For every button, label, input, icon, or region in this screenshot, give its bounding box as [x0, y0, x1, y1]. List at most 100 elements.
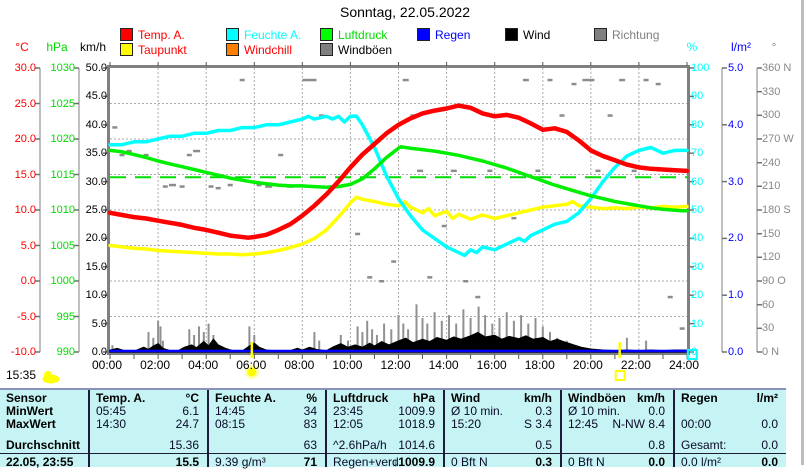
legend-swatch [505, 28, 518, 41]
table-cell-time: 12:45 [568, 417, 599, 431]
table-header-name: Feuchte A. [215, 391, 276, 405]
tick-°: 60 [762, 298, 775, 311]
tick-%: 20 [691, 289, 704, 302]
tick-°: 180 S [762, 204, 791, 216]
tick-hPa: 1010 [50, 204, 75, 216]
tick-°C: -5.0 [17, 310, 36, 323]
table-header-name: Temp. A. [96, 391, 146, 405]
tick-%: 80 [691, 118, 704, 131]
tick-hPa: 1000 [50, 275, 75, 287]
unit-label-kmh: km/h [79, 40, 107, 54]
legend-item-luftdruck: Luftdruck [320, 28, 388, 42]
tick-°: 120 [762, 251, 781, 264]
tick-%: 90 [691, 90, 704, 103]
legend-swatch [594, 28, 607, 41]
legend-swatch [226, 28, 239, 41]
tick-%: 50 [691, 204, 704, 216]
tick-°: 330 [762, 85, 781, 98]
table-header-sensor: Sensor [6, 391, 47, 405]
table-header-name: Wind [451, 391, 481, 405]
legend-label: Feuchte A. [244, 28, 302, 42]
table-cell-value: 0.0 [761, 438, 778, 452]
table-column-separator [673, 390, 675, 467]
time-tick-label: 02:00 [140, 358, 171, 372]
table-cell-time: 12:05 [333, 417, 364, 431]
table-cell-time: 08:15 [215, 417, 246, 431]
unit-label-degrees: ° [771, 40, 777, 54]
table-cell-time: 00:00 [681, 417, 712, 431]
time-tick-label: 00:00 [92, 358, 123, 372]
table-cell-time: ^2.6hPa/h [333, 438, 387, 452]
time-tick-label: 06:00 [236, 358, 267, 372]
tick-%: 0 [691, 346, 698, 358]
table-header-unit: % [306, 391, 317, 405]
legend-label: Temp. A. [138, 28, 185, 42]
table-header-unit: °C [185, 391, 199, 405]
table-header-unit: km/h [523, 391, 552, 405]
table-cell-value: 34 [303, 404, 317, 418]
legend-item-regen: Regen [417, 28, 471, 42]
table-cell-time: 23:45 [333, 404, 364, 418]
legend-swatch [120, 28, 133, 41]
tick-l/m²: 0.0 [728, 346, 744, 358]
tick-%: 100 [691, 62, 710, 74]
table-cell-value: 1014.6 [398, 438, 435, 452]
tick-°: 240 [762, 156, 781, 169]
tick-%: 30 [691, 260, 704, 273]
legend-swatch [226, 43, 239, 56]
table-cell-time: 14:30 [96, 417, 127, 431]
legend-label: Windböen [338, 43, 393, 57]
tick-km/h: 50.0 [85, 62, 107, 74]
tick-°C: 20.0 [14, 133, 36, 145]
tick-°: 360 N [762, 62, 792, 74]
time-tick-label: 04:00 [188, 358, 219, 372]
legend-item-richtung: Richtung [594, 28, 659, 42]
tick-°C: 10.0 [14, 204, 36, 216]
tick-hPa: 1030 [50, 62, 75, 74]
table-cell-value: 0.5 [535, 438, 552, 452]
table-cell-value: 1009.9 [398, 404, 435, 418]
table-header-unit: hPa [412, 391, 435, 405]
table-cell-value: 71 [303, 455, 317, 469]
tick-l/m²: 5.0 [728, 62, 744, 74]
table-column-separator [207, 390, 209, 467]
table-header-name: Regen [681, 391, 718, 405]
tick-km/h: 0.0 [91, 346, 107, 358]
time-tick-label: 10:00 [332, 358, 363, 372]
summary-table: Sensor Temp. A. °C Feuchte A.% Luftdruck hPa W… [0, 388, 786, 469]
tick-hPa: 1020 [50, 133, 75, 145]
tick-km/h: 35.0 [85, 147, 107, 160]
table-cell-value: 0.0 [648, 404, 665, 418]
table-column-separator [88, 390, 90, 467]
table-header-name: Luftdruck [333, 391, 389, 405]
legend-item-taupunkt: Taupunkt [120, 43, 187, 57]
tick-hPa: 1025 [50, 97, 75, 110]
time-tick-label: 22:00 [620, 358, 651, 372]
table-cell-time: 05:45 [96, 404, 127, 418]
legend-swatch [320, 28, 333, 41]
tick-°: 210 [762, 180, 781, 193]
legend-swatch [120, 43, 133, 56]
time-tick-label: 16:00 [476, 358, 507, 372]
legend-label: Regen [435, 28, 471, 42]
tick-%: 10 [691, 317, 704, 330]
time-tick-label: 18:00 [524, 358, 555, 372]
time-tick-label: 20:00 [572, 358, 603, 372]
table-cell-time: 15:20 [451, 417, 482, 431]
table-cell-value: ↓1009.9 [392, 455, 435, 469]
tick-%: 40 [691, 232, 704, 245]
table-cell-value: N-NW 8.4 [612, 417, 665, 431]
tick-°: 90 O [762, 275, 786, 287]
table-cell-value: S 3.4 [523, 417, 552, 431]
legend-label: Luftdruck [338, 28, 388, 42]
table-cell-time: Ø 10 min. [568, 404, 621, 418]
table-cell-value: 0.3 [535, 404, 552, 418]
unit-label-hpa: hPa [46, 40, 68, 54]
table-column-separator [560, 390, 562, 467]
legend-swatch [417, 28, 430, 41]
table-column-separator [443, 390, 445, 467]
tick-%: 60 [691, 175, 704, 188]
table-cell-value: 63 [303, 438, 317, 452]
